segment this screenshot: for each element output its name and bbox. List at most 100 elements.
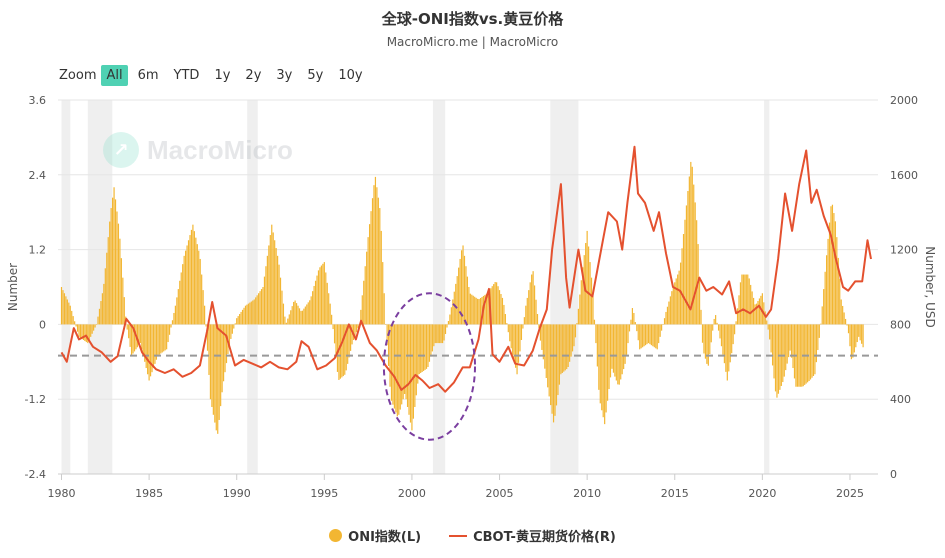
oni-column bbox=[427, 324, 429, 367]
oni-column bbox=[373, 185, 375, 325]
oni-column bbox=[577, 308, 579, 325]
oni-column bbox=[517, 324, 520, 363]
x-tick-label: 2010 bbox=[573, 487, 601, 500]
oni-column bbox=[430, 324, 432, 357]
oni-column bbox=[758, 298, 761, 325]
oni-column bbox=[406, 324, 409, 407]
oni-column bbox=[659, 324, 661, 337]
zoom-2y-button[interactable]: 2y bbox=[245, 67, 262, 83]
recession-band-0 bbox=[61, 100, 71, 474]
oni-column bbox=[113, 187, 115, 325]
zoom-10y-button[interactable]: 10y bbox=[338, 67, 363, 83]
oni-column bbox=[459, 258, 461, 325]
oni-column bbox=[149, 324, 152, 377]
oni-column bbox=[72, 316, 74, 325]
oni-column bbox=[420, 324, 422, 374]
oni-column bbox=[166, 324, 168, 350]
oni-column bbox=[655, 324, 657, 349]
zoom-3y-button[interactable]: 3y bbox=[276, 67, 293, 83]
oni-column bbox=[129, 324, 131, 347]
oni-column bbox=[554, 324, 556, 416]
oni-column bbox=[849, 324, 851, 347]
zoom-6m-button[interactable]: 6m bbox=[137, 67, 159, 83]
oni-column bbox=[709, 324, 711, 355]
oni-column bbox=[485, 293, 487, 325]
legend-oni-label: ONI指数(L) bbox=[348, 530, 422, 545]
oni-column bbox=[526, 297, 528, 325]
oni-column bbox=[512, 324, 514, 355]
oni-column bbox=[830, 206, 832, 325]
oni-column bbox=[809, 324, 812, 380]
oni-column bbox=[614, 324, 616, 377]
oni-column bbox=[256, 295, 258, 325]
oni-column bbox=[220, 324, 222, 407]
x-tick-label: 2015 bbox=[661, 487, 689, 500]
oni-column bbox=[390, 324, 393, 401]
zoom-all-button[interactable]: All bbox=[101, 64, 128, 86]
oni-column bbox=[504, 314, 506, 325]
oni-column bbox=[269, 235, 271, 325]
oni-column bbox=[634, 322, 636, 325]
oni-column bbox=[179, 280, 181, 325]
oni-column bbox=[843, 312, 845, 325]
oni-column bbox=[652, 324, 654, 347]
zoom-ytd-button[interactable]: YTD bbox=[173, 67, 200, 83]
oni-column bbox=[552, 324, 555, 423]
oni-column bbox=[119, 238, 121, 325]
zoom-1y-button[interactable]: 1y bbox=[214, 67, 231, 83]
oni-column bbox=[713, 318, 715, 325]
oni-column bbox=[823, 289, 825, 325]
oni-column bbox=[295, 303, 298, 325]
y-right-axis-title: Number, USD bbox=[923, 246, 937, 327]
oni-column bbox=[592, 296, 594, 325]
oni-column bbox=[316, 275, 318, 325]
recession-band-2 bbox=[247, 100, 258, 474]
oni-column bbox=[477, 298, 479, 325]
oni-column bbox=[710, 324, 712, 343]
oni-column bbox=[168, 324, 171, 335]
oni-column bbox=[171, 320, 174, 325]
y-right-tick-label: 1200 bbox=[890, 244, 918, 257]
oni-column bbox=[531, 274, 533, 325]
oni-column bbox=[351, 324, 353, 345]
oni-column bbox=[364, 266, 366, 325]
oni-column bbox=[831, 204, 834, 325]
oni-column bbox=[852, 324, 854, 358]
oni-column bbox=[774, 324, 777, 392]
oni-column bbox=[208, 324, 210, 375]
oni-column bbox=[478, 299, 480, 325]
oni-column bbox=[332, 324, 334, 330]
oni-column bbox=[446, 324, 448, 328]
oni-column bbox=[786, 324, 788, 364]
legend: ONI指数(L) CBOT-黄豆期货价格(R) bbox=[0, 526, 945, 545]
oni-column bbox=[447, 321, 450, 325]
oni-column bbox=[170, 324, 172, 328]
oni-column bbox=[567, 324, 569, 367]
zoom-5y-button[interactable]: 5y bbox=[307, 67, 324, 83]
oni-column bbox=[141, 324, 143, 350]
oni-column bbox=[263, 276, 266, 325]
y-left-tick-label: 1.2 bbox=[29, 244, 47, 257]
y-left-tick-label: -1.2 bbox=[25, 393, 46, 406]
oni-column bbox=[225, 324, 228, 364]
oni-column bbox=[259, 291, 261, 325]
oni-column bbox=[722, 324, 724, 355]
oni-column bbox=[123, 297, 125, 325]
oni-column bbox=[782, 324, 784, 383]
legend-item-oni[interactable]: ONI指数(L) bbox=[329, 526, 421, 545]
oni-column bbox=[65, 296, 67, 325]
oni-column bbox=[646, 324, 648, 345]
oni-column bbox=[380, 230, 382, 325]
oni-column bbox=[494, 282, 496, 325]
x-axis-ticks: 1980 1985 1990 1995 2000 2005 2010 2015 2020 2025 bbox=[48, 474, 864, 500]
oni-column bbox=[738, 295, 740, 325]
oni-column bbox=[814, 324, 816, 375]
legend-item-cbot[interactable]: CBOT-黄豆期货价格(R) bbox=[449, 526, 616, 545]
oni-column bbox=[294, 300, 296, 325]
oni-column bbox=[812, 324, 815, 376]
oni-column bbox=[468, 287, 470, 325]
oni-column bbox=[347, 324, 349, 364]
oni-column bbox=[345, 324, 347, 371]
oni-column bbox=[370, 211, 372, 325]
oni-column bbox=[771, 324, 774, 366]
